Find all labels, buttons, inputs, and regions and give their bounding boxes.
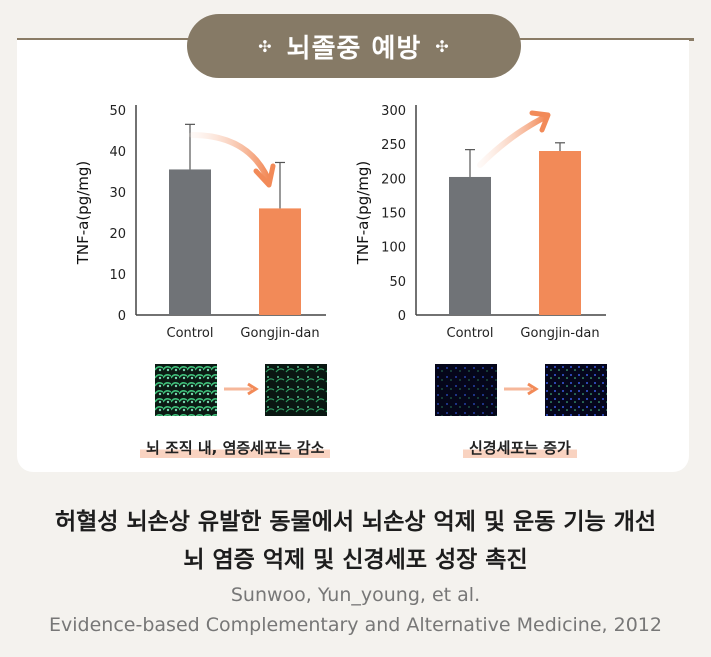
x-tick-label: Control [167,326,214,341]
trend-arrow [189,132,271,182]
caption-left: 뇌 조직 내, 염증세포는 감소 [140,437,331,460]
chart-left: 0 10 20 30 40 50 TNF-a(pg/mg) Control Gongjin-da… [74,104,326,341]
headline-line1: 허혈성 뇌손상 유발한 동물에서 뇌손상 억제 및 운동 기능 개선 [54,509,657,535]
trend-arrow [477,114,548,168]
chart-right: 0 50 100 150 200 250 300 TNF-a(pg/mg) Control Gon… [354,104,606,341]
y-tick-label: 0 [398,309,406,324]
y-tick-label: 50 [109,104,126,119]
x-tick-label: Control [447,326,494,341]
y-tick-label: 200 [381,172,406,187]
y-tick-label: 50 [389,275,406,290]
citation-journal: Evidence-based Complementary and Alterna… [49,614,662,636]
y-tick-label: 150 [381,207,406,222]
y-axis-label: TNF-a(pg/mg) [354,161,372,266]
y-tick-label: 0 [118,309,126,324]
micrograph-gongjin-neurons [545,364,607,416]
sparkle-icon-left: ✣ [258,36,273,56]
micrograph-gongjin-inflammation [265,364,327,416]
arrow-right-icon [224,382,259,396]
arrow-right-icon [504,382,539,396]
trend-arrow-head [253,163,276,188]
micrograph-control-neurons [435,364,497,416]
citation-authors: Sunwoo, Yun_young, et al. [230,584,481,606]
headline-line2: 뇌 염증 억제 및 신경세포 성장 촉진 [183,547,528,573]
y-tick-label: 300 [381,104,406,119]
bar-control [449,176,491,315]
x-tick-label: Gongjin-dan [240,326,319,341]
y-tick-label: 10 [109,268,126,283]
y-axis-label: TNF-a(pg/mg) [74,161,92,266]
x-tick-label: Gongjin-dan [520,326,599,341]
micrograph-control-inflammation [155,364,217,416]
section-title: 뇌졸중 예방 [286,33,422,64]
section-badge: ✣ 뇌졸중 예방 ✣ [187,14,521,78]
y-tick-label: 30 [109,186,126,201]
trend-arrow-head [529,110,551,133]
y-tick-label: 250 [381,138,406,153]
sparkle-icon-right: ✣ [435,36,450,56]
y-tick-label: 40 [109,145,126,160]
y-tick-label: 20 [109,227,126,242]
bar-control [169,169,211,315]
bar-gongjin-dan [259,208,301,315]
bar-gongjin-dan [539,151,581,315]
y-tick-label: 100 [381,241,406,256]
caption-right: 신경세포는 증가 [463,437,577,460]
